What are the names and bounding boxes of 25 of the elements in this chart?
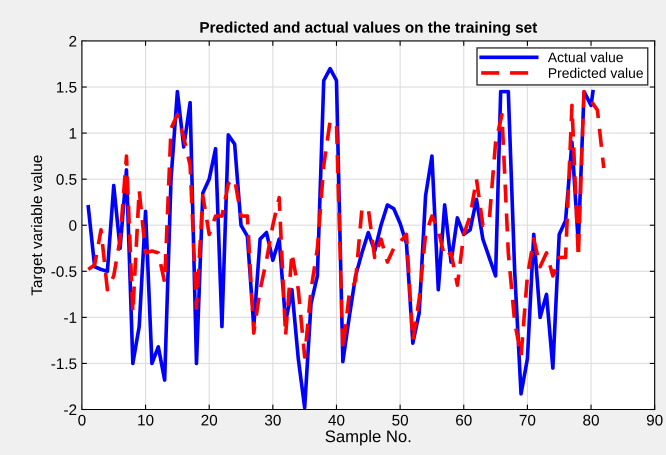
- legend-label: Actual value: [548, 52, 623, 62]
- x-tick-label: 60: [456, 414, 472, 426]
- y-tick-label: -0.5: [51, 266, 76, 277]
- x-tick-label: 80: [583, 414, 599, 426]
- x-axis-title: Sample No.: [326, 430, 410, 446]
- y-axis-title: Target variable value: [30, 155, 46, 296]
- y-tick-label: -2: [64, 404, 76, 416]
- x-tick-label: 50: [392, 414, 408, 426]
- x-tick-label: 20: [201, 414, 218, 426]
- line-series: [86, 90, 606, 359]
- y-tick-label: -1.5: [51, 358, 76, 370]
- x-tick-label: 90: [646, 414, 663, 426]
- legend-label: Predicted value: [548, 68, 643, 78]
- y-tick-label: 1: [70, 128, 76, 139]
- x-tick-label: 10: [138, 414, 154, 426]
- y-tick-label: 0: [69, 220, 76, 231]
- x-tick-label: 40: [328, 414, 344, 426]
- chart-title: Predicted and actual values on the training set: [200, 22, 538, 36]
- y-tick-label: 0.5: [56, 174, 76, 185]
- y-tick-label: 2: [69, 36, 76, 46]
- x-tick-label: 30: [264, 414, 281, 426]
- x-tick-label: 0: [78, 414, 86, 426]
- y-tick-label: 1.5: [56, 82, 76, 93]
- y-tick-label: -1: [64, 312, 76, 323]
- x-tick-label: 70: [520, 414, 536, 426]
